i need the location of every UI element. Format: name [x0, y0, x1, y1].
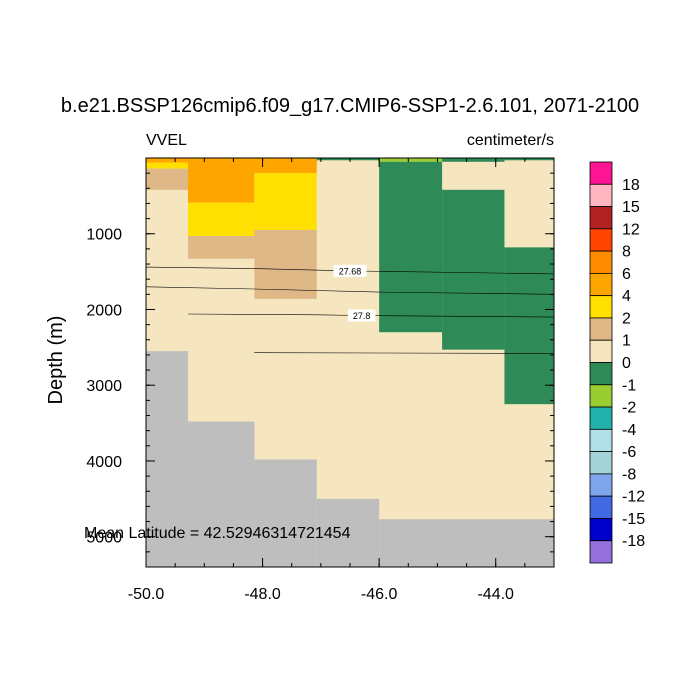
- field-cell: [187, 158, 255, 203]
- density-contour: [254, 352, 555, 354]
- missing-data-region: [254, 459, 317, 567]
- field-cell: [316, 158, 380, 161]
- colorbar-swatch: [589, 272, 613, 297]
- field-cell: [379, 161, 443, 333]
- colorbar-label: 1: [622, 333, 631, 350]
- colorbar-swatch: [589, 362, 613, 386]
- x-tick-label: -50.0: [128, 586, 165, 603]
- x-tick-label: -48.0: [244, 586, 281, 603]
- x-tick-label: -44.0: [477, 586, 514, 603]
- field-cell: [442, 189, 505, 350]
- field-cell: [442, 158, 505, 162]
- colorbar-swatch: [589, 540, 613, 564]
- plot-area: [146, 158, 554, 567]
- field-cell: [146, 162, 188, 169]
- field-cell: [187, 202, 255, 237]
- colorbar-swatch: [589, 384, 613, 408]
- colorbar-swatch: [589, 339, 613, 363]
- contour-label: 27.8: [353, 311, 371, 321]
- colorbar-label: -1: [622, 377, 636, 394]
- units-label: centimeter/s: [467, 132, 554, 149]
- y-tick-label: 5000: [86, 530, 122, 547]
- contour-label-box: [347, 309, 376, 322]
- contour-lines: 27.68 27.8: [145, 264, 555, 354]
- colorbar-swatch: [589, 473, 613, 497]
- colorbar-label: 15: [622, 199, 640, 216]
- missing-data-region: [187, 421, 255, 567]
- colorbar-label: -15: [622, 511, 645, 528]
- colorbar-swatch: [589, 451, 613, 475]
- field-cell: [504, 247, 554, 405]
- density-contour: [145, 266, 555, 275]
- x-tick-label: -46.0: [361, 586, 398, 603]
- colorbar-label: 8: [622, 244, 631, 261]
- colorbar-swatch: [589, 250, 613, 274]
- missing-data-region: [146, 351, 188, 567]
- colorbar-swatch: [589, 406, 613, 430]
- axes: -50.0 -48.0 -46.0 -44.0 1000 2000 3000 4000 5000: [86, 157, 555, 603]
- y-axis-label: Depth (m): [45, 316, 67, 405]
- colorbar-label: -8: [622, 466, 636, 483]
- colorbar-label: -4: [622, 422, 636, 439]
- colorbar: 18 15 12 8 6 4 2 1 0 -1 -2 -4 -6 -8 -12 -15 -18: [589, 161, 645, 564]
- field-cell: [254, 173, 317, 230]
- y-tick-label: 4000: [86, 454, 122, 471]
- y-tick-label: 3000: [86, 378, 122, 395]
- missing-data-region: [379, 519, 554, 567]
- contour-label-box: [333, 264, 367, 277]
- field-cell: [379, 158, 443, 162]
- colorbar-swatch: [589, 295, 613, 319]
- field-cell: [254, 229, 317, 299]
- density-contour: [187, 313, 555, 318]
- variable-label: VVEL: [146, 132, 187, 149]
- colorbar-swatch: [589, 183, 613, 207]
- field-cell: [504, 158, 554, 161]
- field-cell: [146, 158, 188, 163]
- colorbar-label: -18: [622, 533, 645, 550]
- colorbar-label: -2: [622, 400, 636, 417]
- colorbar-swatch: [589, 228, 613, 252]
- y-tick-label: 1000: [86, 227, 122, 244]
- colorbar-swatch: [589, 518, 613, 542]
- field-cell: [254, 158, 317, 174]
- field-cell: [187, 236, 255, 259]
- colorbar-swatch: [589, 428, 613, 453]
- colorbar-label: -6: [622, 444, 636, 461]
- colorbar-label: 0: [622, 355, 631, 372]
- chart-title: b.e21.BSSP126cmip6.f09_g17.CMIP6-SSP1-2.…: [61, 95, 639, 117]
- density-contour: [145, 286, 555, 295]
- colorbar-label: -12: [622, 489, 645, 506]
- colorbar-swatch: [589, 206, 613, 230]
- colorbar-label: 4: [622, 288, 631, 305]
- field-cell: [146, 168, 188, 190]
- colorbar-swatch: [589, 317, 613, 341]
- colorbar-label: 12: [622, 221, 640, 238]
- colorbar-label: 18: [622, 177, 640, 194]
- colorbar-swatch: [589, 495, 613, 519]
- colorbar-label: 6: [622, 266, 631, 283]
- y-tick-label: 2000: [86, 302, 122, 319]
- mean-latitude-annotation: Mean Latitude = 42.52946314721454: [84, 525, 351, 542]
- colorbar-label: 2: [622, 310, 631, 327]
- contour-label: 27.68: [339, 266, 362, 276]
- colorbar-swatch: [589, 161, 613, 185]
- missing-data-region: [316, 498, 380, 567]
